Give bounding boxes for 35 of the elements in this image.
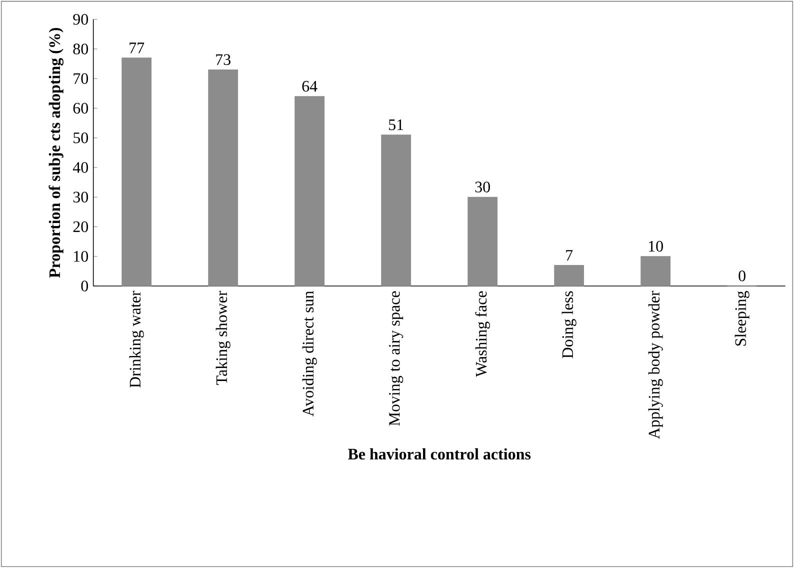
x-tick-label: Drinking water xyxy=(129,290,144,388)
data-label: 30 xyxy=(475,182,490,192)
data-label: 51 xyxy=(389,119,404,130)
y-tick-label: 90 xyxy=(73,14,88,25)
data-label: 73 xyxy=(216,54,230,65)
y-tick-label: 50 xyxy=(74,132,88,144)
y-tick-label: 30 xyxy=(73,192,88,202)
x-tick-label: Washing face xyxy=(475,291,490,377)
y-axis-title: Proportion of subje cts adopting (%) xyxy=(48,28,64,278)
y-tick-label: 10 xyxy=(74,250,88,262)
data-label: 64 xyxy=(302,80,318,92)
bar xyxy=(294,96,325,286)
y-tick-label: 80 xyxy=(73,44,88,54)
x-tick-label: Sleeping xyxy=(734,291,750,346)
x-tick-label: Applying body powder xyxy=(648,290,663,439)
x-tick-label: Avoiding direct sun xyxy=(302,290,317,416)
data-label: 77 xyxy=(130,42,144,54)
x-axis-title: Be havioral control actions xyxy=(348,448,531,460)
bar xyxy=(468,196,498,286)
y-tick-label: 20 xyxy=(73,221,88,232)
data-label: 7 xyxy=(566,250,573,261)
bar xyxy=(640,256,671,286)
bar xyxy=(554,264,584,286)
data-label: 0 xyxy=(738,270,746,282)
x-tick-label: Moving to airy space xyxy=(389,291,404,426)
bar xyxy=(122,58,152,286)
x-tick-label: Taking shower xyxy=(216,290,230,385)
bar xyxy=(381,134,412,286)
y-tick-label: 40 xyxy=(72,162,88,173)
y-tick-label: 70 xyxy=(74,73,88,84)
y-tick-label: 60 xyxy=(73,102,88,114)
x-tick-label: Doing less xyxy=(562,291,576,358)
bar xyxy=(208,69,238,286)
data-label: 10 xyxy=(648,240,663,252)
y-tick-label: 0 xyxy=(81,280,88,292)
